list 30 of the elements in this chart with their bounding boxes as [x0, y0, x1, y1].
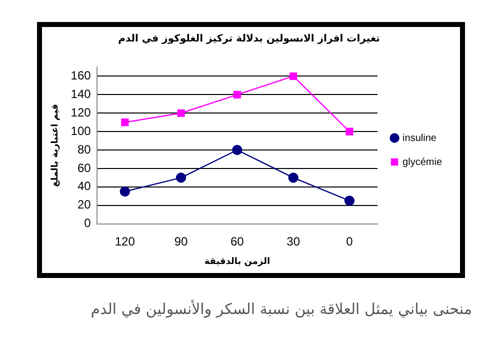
x-axis-title: الزمن بالدقيقة	[204, 256, 270, 267]
y-tick-label: 80	[77, 142, 92, 156]
legend-label: glycémie	[402, 156, 442, 168]
point	[120, 186, 130, 197]
x-tick-label: 60	[230, 234, 244, 248]
point	[344, 196, 355, 206]
x-tick-label: 90	[174, 234, 188, 248]
y-tick-label: 100	[70, 124, 92, 138]
point	[290, 72, 298, 80]
chart-title: تغيرات افراز الانسولين بدلالة تركيز الغلوكوز في الدم	[118, 34, 380, 45]
point	[177, 109, 185, 117]
point	[346, 128, 354, 136]
point	[176, 172, 186, 183]
y-tick-label: 60	[77, 160, 92, 175]
text: منحنى بياني يمثل العلاقة بين نسبة السكر والأنسولين في الدم	[90, 300, 472, 318]
y-tick-label: 0	[84, 216, 92, 230]
y-tick-label: 140	[70, 86, 92, 101]
x-tick-label: 120	[114, 234, 136, 248]
y-axis-title: قيم اعتبارية بالملغ	[50, 104, 61, 187]
y-tick-label: 40	[77, 179, 92, 194]
point	[288, 172, 298, 183]
point	[121, 118, 129, 126]
y-tick-label: 120	[70, 105, 92, 120]
point	[233, 90, 241, 98]
legend-label: insuline	[402, 132, 437, 144]
point	[232, 144, 242, 156]
x-tick-label: 0	[346, 234, 354, 248]
y-tick-label: 160	[70, 68, 92, 83]
y-tick-label: 20	[77, 198, 92, 212]
x-tick-label: 30	[286, 234, 300, 248]
